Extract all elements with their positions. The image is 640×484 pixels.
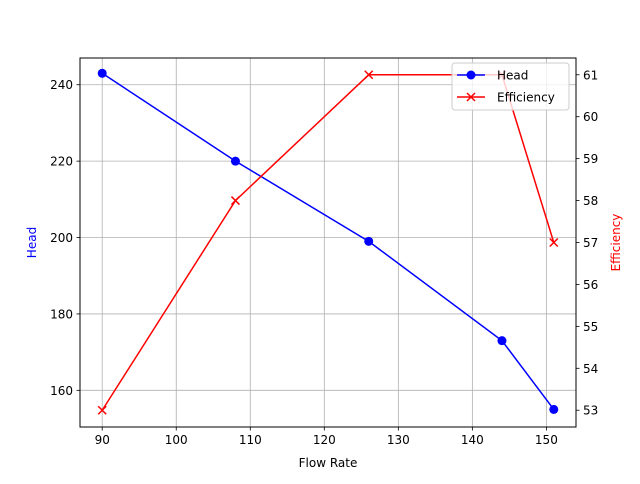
right-y-axis: 53 54 55 56 57 58 59 60 61 — [576, 68, 598, 418]
circle-marker — [466, 70, 476, 80]
left-y-axis-label: Head — [25, 227, 39, 258]
series-layer — [97, 68, 559, 415]
x-marker — [230, 196, 240, 206]
x-axis-label: Flow Rate — [299, 456, 358, 470]
x-marker — [549, 237, 559, 248]
circle-marker — [364, 236, 374, 246]
legend-label: Head — [497, 69, 528, 83]
right-tick-label: 54 — [583, 362, 598, 376]
left-tick-label: 240 — [50, 78, 73, 92]
series-head — [97, 68, 559, 414]
x-tick-label: 130 — [387, 433, 410, 447]
right-tick-label: 56 — [583, 278, 598, 292]
series-line — [101, 74, 555, 411]
x-tick-label: 110 — [239, 433, 262, 447]
circle-marker — [549, 404, 559, 414]
series-efficiency — [97, 70, 559, 415]
circle-marker — [230, 156, 240, 166]
legend-entry-efficiency: Efficiency — [457, 91, 555, 105]
left-y-axis: 160 180 200 220 240 — [50, 78, 80, 398]
x-marker — [97, 405, 107, 415]
right-tick-label: 53 — [583, 404, 598, 418]
x-marker — [466, 92, 476, 102]
legend-entry-head: Head — [457, 69, 528, 83]
right-tick-label: 60 — [583, 110, 598, 124]
circle-marker — [97, 68, 107, 78]
left-tick-label: 200 — [50, 231, 73, 245]
legend-label: Efficiency — [497, 91, 555, 105]
left-tick-label: 220 — [50, 155, 73, 169]
circle-marker — [497, 336, 507, 346]
right-tick-label: 57 — [583, 236, 598, 250]
right-tick-label: 59 — [583, 152, 598, 166]
legend: Head Efficiency — [451, 62, 570, 111]
right-tick-label: 61 — [583, 68, 598, 82]
right-tick-label: 58 — [583, 194, 598, 208]
x-tick-label: 120 — [313, 433, 336, 447]
left-tick-label: 160 — [50, 384, 73, 398]
x-axis: 90 100 110 120 130 140 150 — [95, 427, 558, 447]
x-tick-label: 150 — [535, 433, 558, 447]
x-tick-label: 140 — [461, 433, 484, 447]
x-tick-label: 100 — [165, 433, 188, 447]
x-tick-label: 90 — [95, 433, 110, 447]
x-marker — [364, 70, 374, 80]
series-line — [101, 72, 555, 410]
right-tick-label: 55 — [583, 320, 598, 334]
grid-lines — [80, 58, 576, 427]
left-tick-label: 180 — [50, 307, 73, 321]
right-y-axis-label: Efficiency — [609, 214, 623, 272]
